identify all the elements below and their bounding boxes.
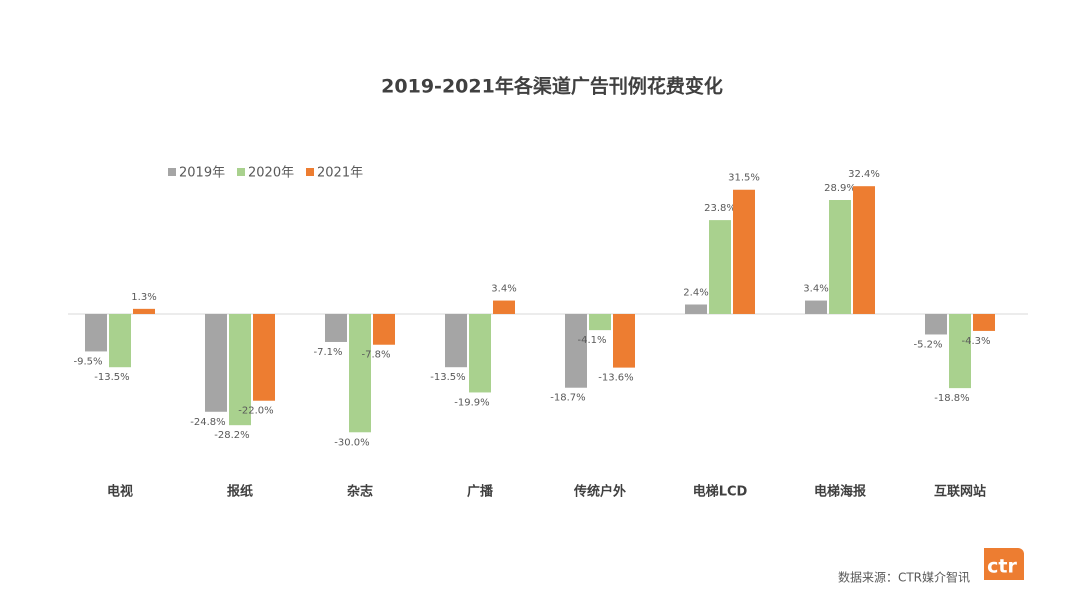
bar	[685, 304, 707, 314]
value-label: -13.5%	[430, 372, 465, 383]
logo-shape	[984, 548, 1024, 580]
bar	[469, 313, 491, 393]
bar	[589, 313, 611, 331]
value-label: -18.7%	[550, 393, 585, 404]
bar	[205, 313, 227, 412]
value-label: -4.3%	[961, 336, 990, 347]
bar	[373, 313, 395, 345]
x-tick-label: 传统户外	[573, 484, 626, 500]
bar	[445, 313, 467, 368]
bar	[829, 200, 851, 314]
value-label: 23.8%	[704, 203, 736, 214]
legend-swatch	[168, 168, 176, 176]
value-label: 3.4%	[491, 284, 516, 295]
value-label: 32.4%	[848, 169, 880, 180]
bar	[949, 313, 971, 389]
bar	[253, 313, 275, 401]
bar	[325, 313, 347, 342]
value-label: 28.9%	[824, 183, 856, 194]
source: 数据来源：CTR媒介智讯	[838, 570, 970, 585]
bar	[229, 313, 251, 426]
value-label: -22.0%	[238, 406, 273, 417]
value-label: 31.5%	[728, 173, 760, 184]
x-tick-label: 广播	[467, 484, 494, 500]
value-label: -24.8%	[190, 417, 225, 428]
value-label: -4.1%	[577, 335, 606, 346]
x-tick-label: 互联网站	[934, 484, 986, 500]
value-label: -28.2%	[214, 430, 249, 441]
bar	[805, 300, 827, 314]
bar	[709, 220, 731, 314]
legend-label: 2019年	[179, 166, 225, 181]
value-label: -7.1%	[313, 347, 342, 358]
value-label: -19.9%	[454, 397, 489, 408]
x-tick-label: 电视	[107, 484, 133, 500]
chart-title: 2019-2021年各渠道广告刊例花费变化	[381, 75, 723, 98]
value-label: -18.8%	[934, 393, 969, 404]
bar	[973, 313, 995, 331]
x-tick-label: 电梯LCD	[693, 484, 748, 500]
value-label: -13.6%	[598, 373, 633, 384]
bar	[349, 313, 371, 433]
legend-swatch	[237, 168, 245, 176]
bar	[733, 189, 755, 314]
value-label: 2.4%	[683, 288, 708, 299]
x-tick-label: 电梯海报	[814, 484, 867, 500]
value-label: -9.5%	[73, 356, 102, 367]
value-label: -30.0%	[334, 437, 369, 448]
bar	[565, 313, 587, 388]
logo: ctr	[987, 556, 1017, 578]
value-label: 3.4%	[803, 284, 828, 295]
legend-label: 2020年	[248, 166, 294, 181]
bar	[493, 300, 515, 314]
bar	[85, 313, 107, 352]
bar	[853, 186, 875, 314]
legend-label: 2021年	[317, 166, 363, 181]
legend-swatch	[306, 168, 314, 176]
x-tick-label: 杂志	[347, 484, 373, 500]
bar	[133, 308, 155, 314]
x-tick-label: 报纸	[227, 484, 253, 500]
value-label: -5.2%	[913, 339, 942, 350]
bar	[925, 313, 947, 335]
bar	[613, 313, 635, 368]
value-label: -7.8%	[361, 350, 390, 361]
value-label: 1.3%	[131, 292, 156, 303]
value-label: -13.5%	[94, 372, 129, 383]
bar	[109, 313, 131, 368]
